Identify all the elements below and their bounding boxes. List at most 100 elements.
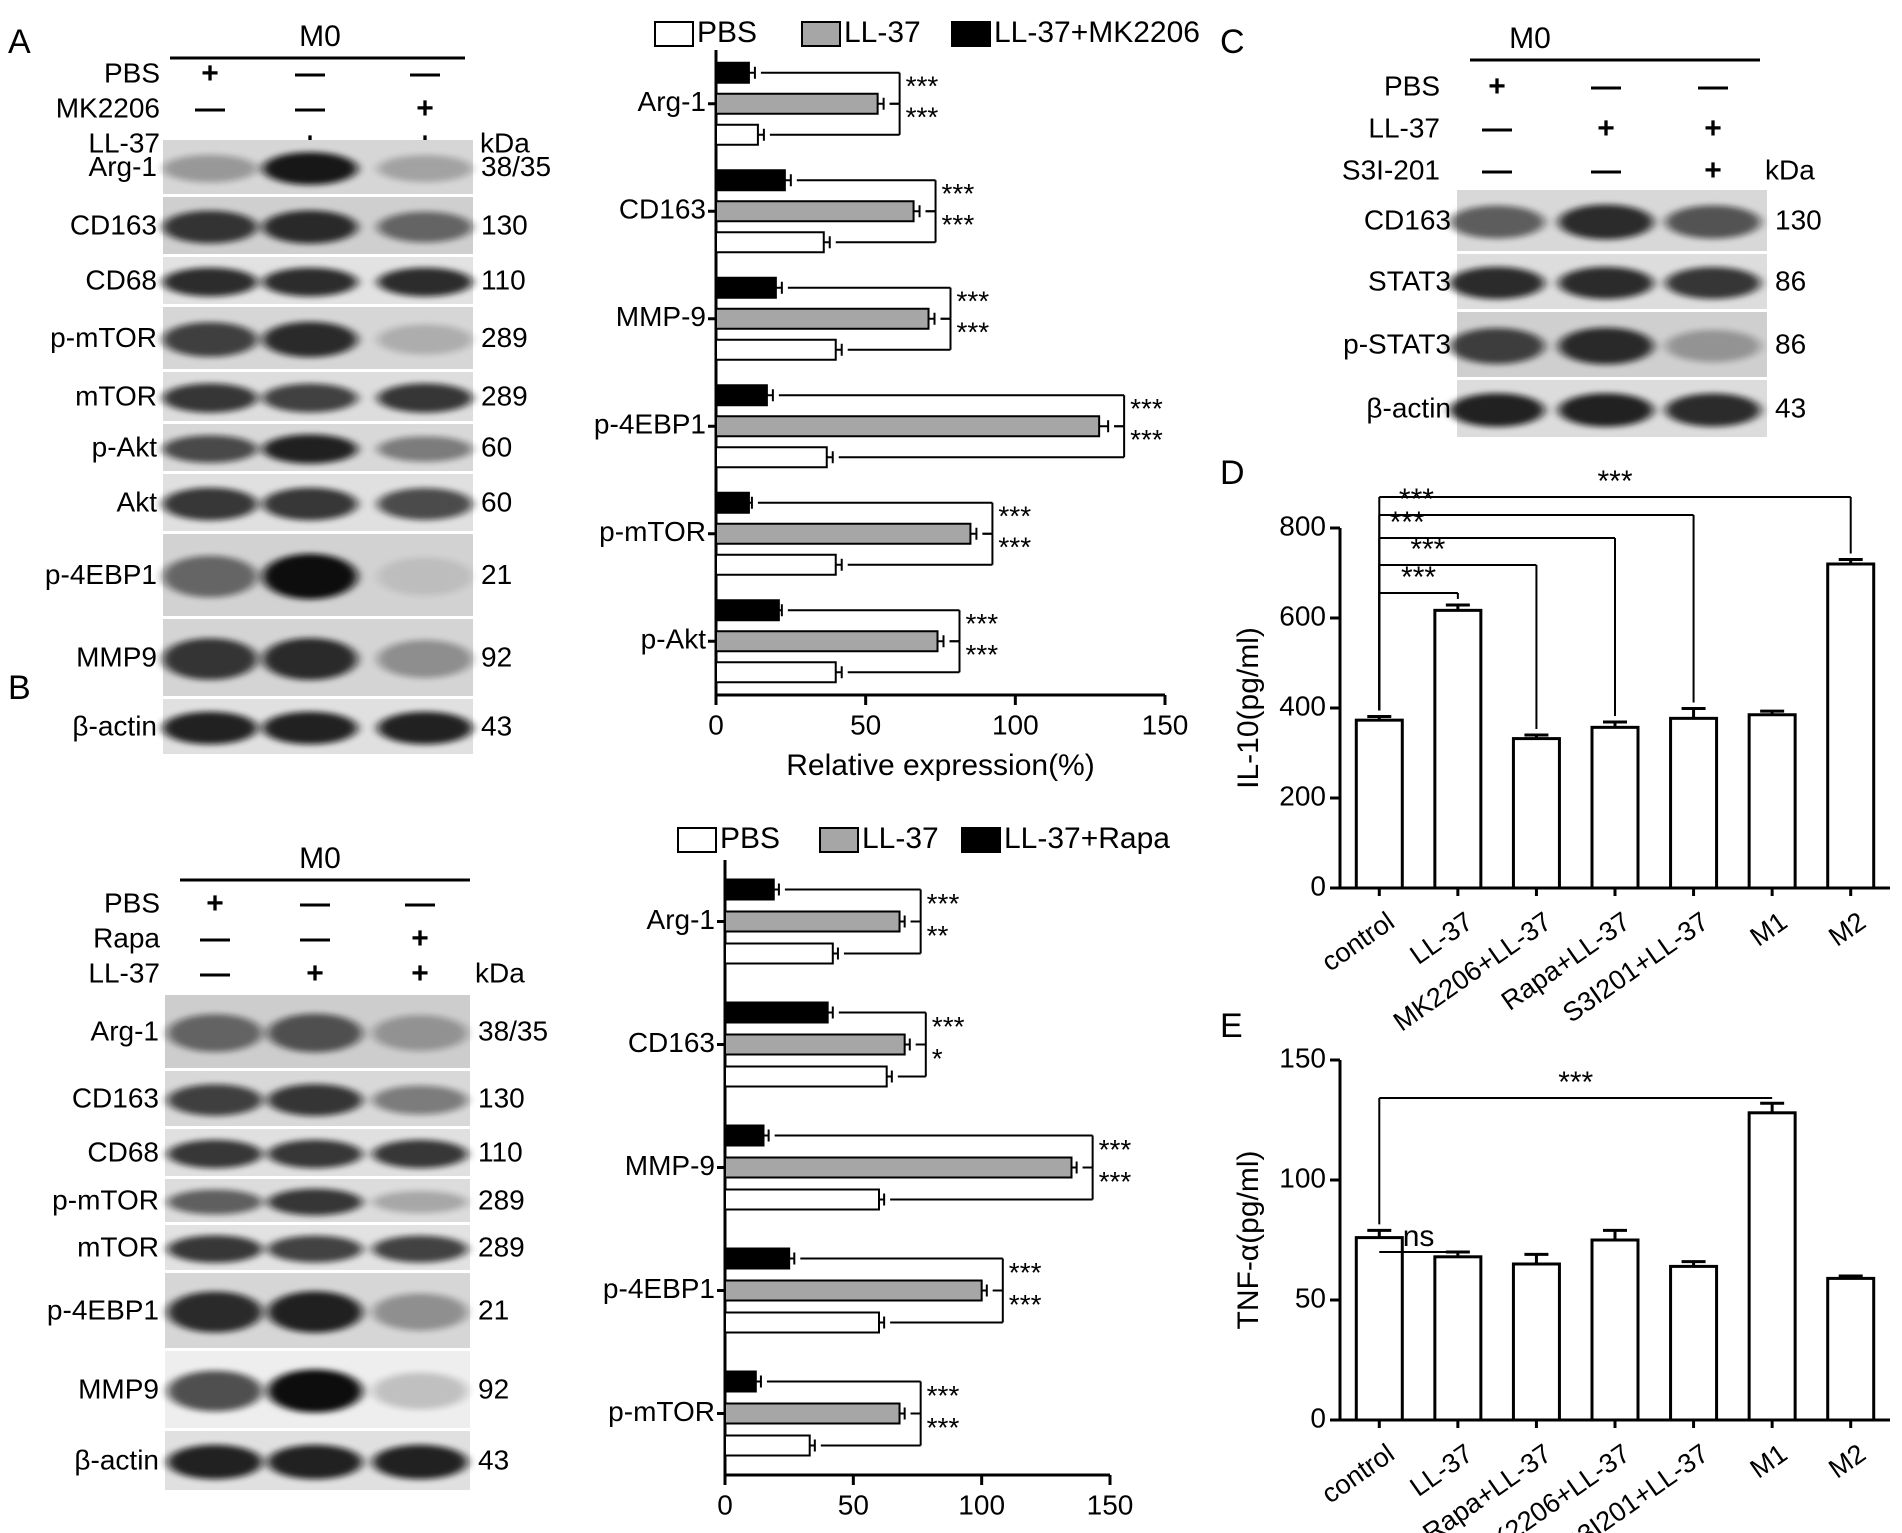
y-tick-label: 200 — [1279, 780, 1326, 811]
significance-label: *** — [998, 501, 1031, 532]
panel-letter-E: E — [1220, 1007, 1243, 1045]
significance-label: *** — [1009, 1257, 1042, 1288]
legend-swatch — [819, 827, 859, 853]
treatment-mark: — — [410, 57, 440, 90]
category-label: Arg-1 — [647, 904, 715, 935]
bar — [715, 169, 786, 192]
y-tick-label: 600 — [1279, 600, 1326, 631]
comparison-label: *** — [1399, 483, 1434, 516]
blot-row-kda: 110 — [481, 264, 526, 295]
blot-row-kda: 92 — [478, 1373, 509, 1404]
blot-panel-A: M0PBS+——MK2206——+LL-37—++kDaArg-138/35CD… — [45, 20, 551, 754]
legend-swatch — [654, 21, 694, 47]
blot-band — [267, 1369, 363, 1413]
legend-swatch — [951, 21, 991, 47]
treatment-label: LL-37 — [88, 957, 160, 988]
bar — [715, 276, 777, 299]
chart-B: PBS LL-37 LL-37+Rapa 0 50 100 150 Relative expr… — [603, 822, 1170, 1533]
blot-row-kda: 110 — [478, 1136, 523, 1167]
blot-row-label: mTOR — [77, 1231, 159, 1262]
blot-band — [167, 1139, 263, 1169]
blot-row-kda: 86 — [1775, 265, 1806, 296]
blot-row-label: CD163 — [70, 209, 157, 240]
blot-row-kda: 130 — [481, 209, 528, 240]
bar — [724, 1033, 906, 1056]
blot-row-kda: 21 — [481, 559, 512, 590]
bar — [1433, 608, 1483, 890]
kda-header: kDa — [475, 957, 525, 988]
blot-band — [267, 1013, 363, 1053]
blot-row-label: MMP9 — [78, 1373, 159, 1404]
bar — [1511, 1262, 1561, 1422]
blot-band — [167, 1291, 263, 1333]
blot-band — [377, 383, 473, 413]
blot-band — [262, 711, 358, 745]
blot-row-kda: 38/35 — [481, 151, 551, 182]
x-tick-label: 0 — [708, 709, 724, 740]
bar — [1747, 713, 1797, 890]
blot-band — [1558, 266, 1654, 300]
category-label: control — [1316, 906, 1400, 977]
bar — [724, 1065, 888, 1088]
treatment-mark: + — [1704, 112, 1722, 145]
legend-swatch — [677, 827, 717, 853]
blot-row-label: MMP9 — [76, 641, 157, 672]
blot-row-label: p-Akt — [92, 431, 158, 462]
comparison-label: *** — [1401, 561, 1436, 594]
bar — [1433, 1255, 1483, 1422]
blot-row-kda: 60 — [481, 486, 512, 517]
bar — [1511, 737, 1561, 890]
treatment-mark: + — [1488, 70, 1506, 103]
legend-label: LL-37+Rapa — [1004, 822, 1170, 855]
significance-label: *** — [965, 608, 998, 639]
treatment-label: PBS — [104, 57, 160, 88]
blot-row-label: p-mTOR — [50, 322, 157, 353]
significance-label: *** — [957, 317, 990, 348]
comparison-label: *** — [1597, 465, 1632, 498]
legend-label: LL-37 — [862, 822, 939, 855]
bar — [715, 661, 837, 684]
treatment-mark: — — [295, 92, 325, 125]
bar — [724, 1434, 811, 1457]
significance-label: *** — [906, 71, 939, 102]
bar — [715, 599, 780, 622]
blot-band — [1665, 205, 1761, 239]
legend-swatch — [961, 827, 1001, 853]
bar — [1669, 1264, 1719, 1422]
comparison-label: *** — [1390, 506, 1425, 539]
treatment-mark: + — [306, 957, 324, 990]
x-tick-label: 50 — [838, 1489, 869, 1520]
category-label: MMP-9 — [616, 301, 706, 332]
bar — [715, 231, 825, 254]
blot-band — [377, 211, 473, 243]
blot-row-label: Akt — [117, 486, 158, 517]
bar — [715, 384, 768, 407]
significance-label: * — [932, 1043, 943, 1074]
blot-row-label: β-actin — [1366, 392, 1451, 423]
treatment-mark: — — [1591, 154, 1621, 187]
blot-row-kda: 289 — [478, 1231, 525, 1262]
blot-band — [1449, 205, 1545, 239]
blot-band — [372, 1085, 468, 1115]
x-tick-label: 100 — [992, 709, 1039, 740]
bar — [715, 522, 972, 545]
treatment-mark: — — [1591, 70, 1621, 103]
blot-band — [262, 638, 358, 680]
blot-band — [1665, 329, 1761, 363]
blot-band — [267, 1139, 363, 1169]
blot-band — [162, 154, 258, 183]
blot-band — [377, 640, 473, 678]
blot-row-label: STAT3 — [1368, 265, 1451, 296]
legend-label: PBS — [720, 822, 780, 855]
blot-band — [162, 555, 258, 598]
y-tick-label: 0 — [1310, 870, 1326, 901]
blot-row-kda: 43 — [478, 1444, 509, 1475]
category-label: control — [1316, 1438, 1400, 1509]
significance-label: *** — [957, 286, 990, 317]
blot-band — [1449, 328, 1545, 364]
panel-letter-D: D — [1220, 454, 1245, 492]
blot-band — [262, 383, 358, 413]
